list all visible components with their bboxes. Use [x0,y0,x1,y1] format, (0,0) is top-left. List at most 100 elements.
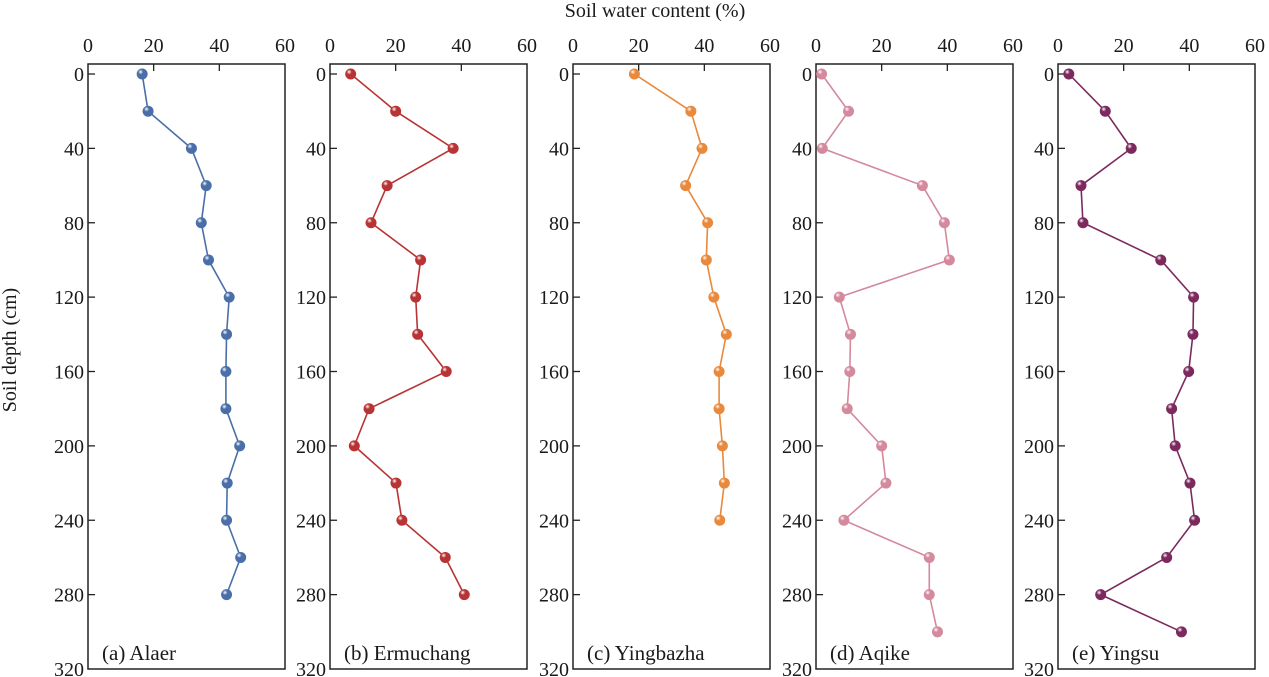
data-point [1155,254,1167,266]
data-point [136,68,148,80]
data-point [415,254,427,266]
data-point [708,291,720,303]
y-tick-label: 160 [296,362,326,384]
x-tick-label: 40 [937,35,957,57]
data-point [1188,291,1200,303]
data-point [235,551,247,563]
y-tick-label: 200 [539,436,569,458]
plot-frame [572,63,771,670]
x-tick-label: 20 [629,35,649,57]
y-tick-label: 280 [1024,585,1054,607]
data-point [702,217,714,229]
y-tick-label: 120 [296,287,326,309]
y-tick-label: 40 [306,138,326,160]
data-point [816,142,828,154]
data-point [714,514,726,526]
x-axis-title: Soil water content (%) [565,0,746,22]
data-point [221,477,233,489]
data-point [1095,589,1107,601]
data-point [195,217,207,229]
y-tick-label: 80 [1034,213,1054,235]
y-tick-label: 320 [539,659,569,677]
data-point [412,328,424,340]
data-point [713,365,725,377]
y-tick-label: 280 [539,585,569,607]
x-tick-label: 40 [1179,35,1199,57]
y-tick-label: 120 [539,287,569,309]
series-line [1068,73,1196,633]
y-tick-label: 280 [54,585,84,607]
data-point [345,68,357,80]
data-point [1166,403,1178,415]
data-point [816,68,828,80]
data-point [440,365,452,377]
y-tick-label: 0 [316,64,326,86]
y-tick-label: 0 [559,64,569,86]
y-tick-label: 80 [64,213,84,235]
data-point [923,589,935,601]
data-point [713,403,725,415]
y-tick-label: 280 [782,585,812,607]
y-tick-label: 80 [792,213,812,235]
x-tick-label: 60 [1245,35,1265,57]
data-point [838,514,850,526]
data-point [1063,68,1075,80]
panel-label: (b) Ermuchang [344,641,471,665]
panel-1: 0 20 40 60 0 40 80 120 160 200 240 280 320 (b) Ermuch… [296,35,537,677]
data-point [685,105,697,117]
plot-frame [87,63,286,670]
panel-4: 0 20 40 60 0 40 80 120 160 200 240 280 320 (e) Yingsu [1024,35,1265,677]
data-point [390,477,402,489]
y-tick-label: 240 [54,510,84,532]
data-point [843,105,855,117]
data-point [718,477,730,489]
data-point [348,440,360,452]
y-tick-label: 80 [549,213,569,235]
x-tick-label: 20 [144,35,164,57]
data-point [700,254,712,266]
data-point [396,514,408,526]
data-point [923,551,935,563]
x-tick-label: 40 [694,35,714,57]
data-point [365,217,377,229]
data-point [876,440,888,452]
data-point [185,142,197,154]
panel-label: (a) Alaer [102,641,176,665]
data-point [221,328,233,340]
data-point [410,291,422,303]
y-tick-label: 120 [1024,287,1054,309]
y-tick-label: 40 [792,138,812,160]
data-point [628,68,640,80]
x-tick-label: 40 [451,35,471,57]
x-tick-label: 0 [811,35,821,57]
y-tick-label: 200 [296,436,326,458]
data-point [880,477,892,489]
plot-frame [1057,63,1256,670]
x-tick-label: 60 [275,35,295,57]
data-point [943,254,955,266]
plot-frame [329,63,528,670]
x-tick-label: 0 [1053,35,1063,57]
data-point [439,551,451,563]
data-point [202,254,214,266]
data-point [720,328,732,340]
y-tick-label: 0 [74,64,84,86]
data-point [390,105,402,117]
data-point [142,105,154,117]
data-point [841,403,853,415]
y-tick-label: 320 [54,659,84,677]
data-point [1099,105,1111,117]
y-tick-label: 120 [782,287,812,309]
y-tick-label: 160 [54,362,84,384]
y-tick-label: 240 [539,510,569,532]
data-point [447,142,459,154]
data-point [696,142,708,154]
panel-3: 0 20 40 60 0 40 80 120 160 200 240 280 320 (d) Aqike [782,35,1023,677]
data-point [844,328,856,340]
data-point [938,217,950,229]
data-point [458,589,470,601]
panel-2: 0 20 40 60 0 40 80 120 160 200 240 280 320 (c) Yingba… [539,35,780,677]
x-tick-label: 20 [872,35,892,57]
